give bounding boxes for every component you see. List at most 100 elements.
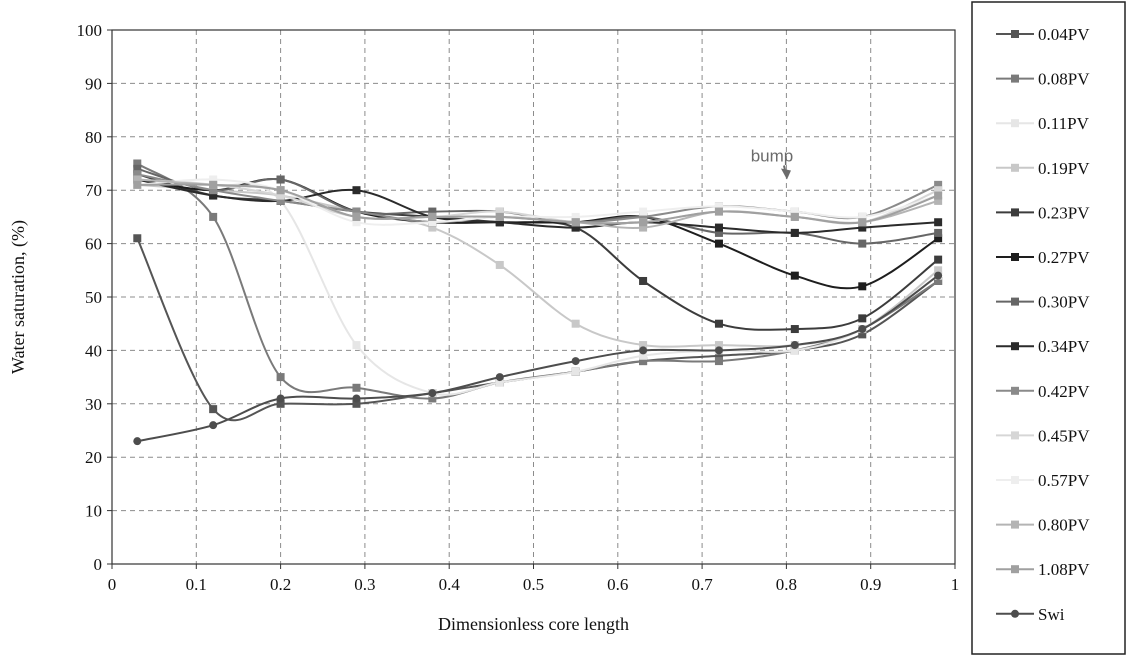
data-point	[858, 212, 867, 221]
x-tick-label: 0.4	[439, 575, 461, 594]
grid-lines	[107, 29, 956, 569]
data-point	[428, 389, 437, 398]
data-point	[495, 207, 504, 216]
legend: 0.04PV 0.08PV 0.11PV 0.19PV 0.23PV 0.27PV 0.30…	[971, 1, 1126, 655]
data-point	[209, 186, 218, 195]
axes	[111, 29, 956, 565]
data-point	[352, 341, 361, 350]
data-point	[352, 399, 361, 408]
data-point	[934, 234, 943, 243]
data-point	[934, 271, 943, 280]
data-point	[133, 234, 142, 243]
legend-item-0-34pv: 0.34PV	[996, 337, 1090, 356]
x-tick-label: 0.5	[523, 575, 544, 594]
x-tick-labels: 0 0.1 0.2 0.3 0.4 0.5 0.6 0.7 0.8 0.9 1	[108, 575, 960, 594]
data-point	[133, 170, 142, 179]
legend-label: 0.11PV	[1038, 114, 1090, 133]
data-point	[858, 314, 867, 323]
x-tick-label: 0.3	[354, 575, 375, 594]
data-point	[352, 383, 361, 392]
data-point	[934, 266, 943, 275]
data-point	[276, 394, 285, 403]
data-point	[934, 276, 943, 285]
data-point	[934, 180, 943, 189]
series-line	[137, 274, 939, 443]
data-point	[790, 212, 799, 221]
legend-marker	[1011, 386, 1019, 395]
annotation-arrowhead	[780, 168, 791, 180]
data-point	[714, 223, 723, 232]
data-point	[639, 346, 648, 355]
data-point	[934, 191, 943, 200]
legend-item-1-08pv: 1.08PV	[996, 560, 1090, 579]
y-tick-label: 70	[85, 181, 102, 200]
data-point	[571, 218, 580, 227]
legend-item-0-23pv: 0.23PV	[996, 203, 1090, 222]
data-point	[714, 228, 723, 237]
data-point	[133, 180, 142, 189]
legend-item-0-57pv: 0.57PV	[996, 471, 1090, 490]
legend-item-0-08pv: 0.08PV	[996, 70, 1090, 89]
y-tick-label: 100	[77, 21, 103, 40]
legend-marker	[1011, 609, 1019, 618]
data-point	[858, 239, 867, 248]
legend-marker	[1011, 119, 1019, 128]
y-tick-label: 40	[85, 341, 102, 360]
legend-item-0-11pv: 0.11PV	[996, 114, 1090, 133]
data-point	[714, 357, 723, 366]
data-point	[639, 218, 648, 227]
legend-marker	[1011, 30, 1019, 38]
data-point	[858, 218, 867, 227]
legend-item-0-27pv: 0.27PV	[996, 248, 1090, 267]
x-tick-label: 0.6	[607, 575, 628, 594]
data-point	[714, 202, 723, 211]
data-point	[858, 330, 867, 339]
legend-label: 0.42PV	[1038, 382, 1090, 401]
data-point	[934, 228, 943, 237]
data-point	[639, 212, 648, 221]
legend-marker	[1011, 208, 1019, 217]
y-tick-labels: 0 10 20 30 40 50 60 70 80 90 100	[77, 21, 103, 574]
legend-marker	[1011, 565, 1019, 574]
data-point	[639, 351, 648, 360]
data-point	[209, 212, 218, 221]
data-point	[133, 159, 142, 168]
data-point	[133, 437, 142, 446]
data-point	[209, 180, 218, 189]
x-tick-label: 0.9	[860, 575, 881, 594]
data-point	[276, 175, 285, 184]
legend-marker	[1011, 476, 1019, 484]
x-tick-label: 0.2	[270, 575, 291, 594]
data-point	[495, 373, 504, 382]
legend-label: 0.57PV	[1038, 471, 1090, 490]
data-point	[428, 394, 437, 403]
legend-marker	[1011, 520, 1019, 529]
data-point	[714, 207, 723, 216]
data-point	[352, 186, 361, 195]
data-point	[209, 405, 218, 414]
data-point	[209, 191, 218, 200]
legend-label: 0.08PV	[1038, 70, 1090, 89]
data-point	[858, 282, 867, 291]
data-point	[495, 378, 504, 387]
data-point	[934, 255, 943, 264]
series-line	[137, 178, 939, 396]
y-tick-label: 30	[85, 395, 102, 414]
data-point	[714, 239, 723, 248]
data-point	[352, 394, 361, 403]
data-point	[352, 212, 361, 221]
legend-item-0-19pv: 0.19PV	[996, 159, 1090, 178]
y-tick-label: 90	[85, 74, 102, 93]
legend-label: 0.27PV	[1038, 248, 1090, 267]
plot-frame	[111, 29, 956, 565]
data-point	[790, 228, 799, 237]
data-point	[639, 341, 648, 350]
legend-label: 0.30PV	[1038, 293, 1090, 312]
data-point	[495, 218, 504, 227]
legend-box	[971, 1, 1126, 655]
data-point	[571, 367, 580, 376]
data-point	[790, 271, 799, 280]
data-point	[639, 207, 648, 216]
data-point	[428, 212, 437, 221]
data-point	[428, 207, 437, 216]
